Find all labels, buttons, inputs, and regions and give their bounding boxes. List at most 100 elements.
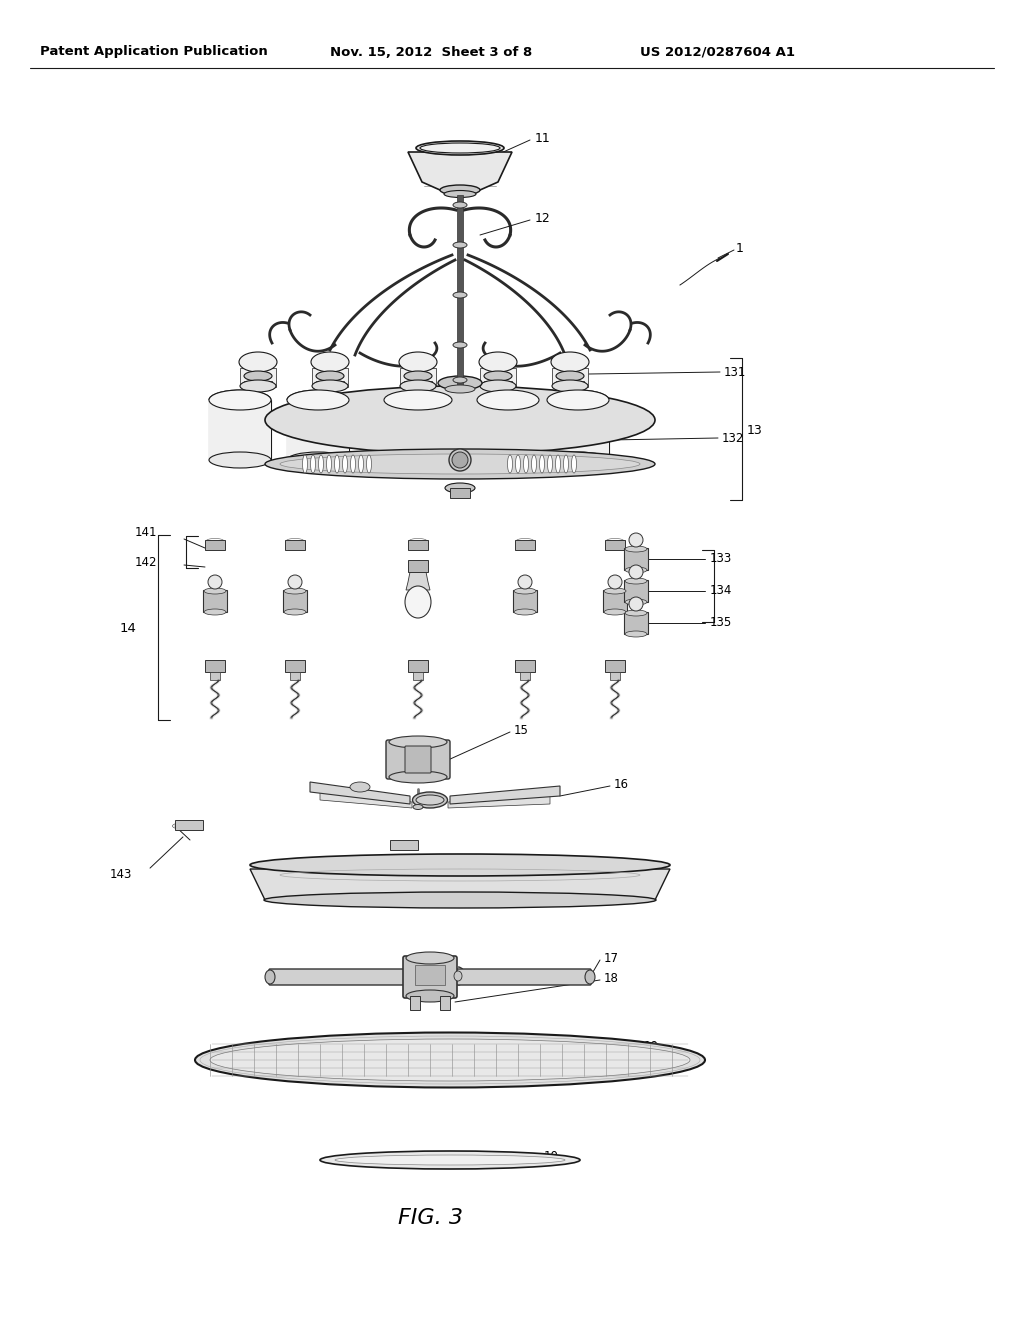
Ellipse shape <box>350 781 370 792</box>
Ellipse shape <box>209 451 271 469</box>
Ellipse shape <box>210 1039 690 1081</box>
Ellipse shape <box>453 378 467 383</box>
Ellipse shape <box>625 631 647 638</box>
Bar <box>312 368 348 387</box>
Ellipse shape <box>547 451 609 469</box>
Ellipse shape <box>514 609 536 615</box>
Ellipse shape <box>239 352 278 372</box>
Bar <box>480 368 516 387</box>
Bar <box>624 548 648 570</box>
Ellipse shape <box>416 141 504 154</box>
Text: 15: 15 <box>514 723 528 737</box>
Ellipse shape <box>540 455 545 473</box>
Ellipse shape <box>555 455 560 473</box>
Bar <box>285 660 305 672</box>
Ellipse shape <box>384 451 452 469</box>
Bar <box>205 540 225 550</box>
Ellipse shape <box>204 609 226 615</box>
Ellipse shape <box>453 202 467 209</box>
Text: Patent Application Publication: Patent Application Publication <box>40 45 267 58</box>
Ellipse shape <box>400 380 436 392</box>
Ellipse shape <box>625 546 647 552</box>
Ellipse shape <box>604 587 626 594</box>
Ellipse shape <box>250 854 670 876</box>
Ellipse shape <box>548 455 553 473</box>
Ellipse shape <box>406 990 454 1002</box>
Bar <box>210 672 220 680</box>
Ellipse shape <box>625 610 647 616</box>
Text: 10: 10 <box>544 1150 559 1163</box>
Ellipse shape <box>265 970 275 983</box>
Ellipse shape <box>438 376 482 389</box>
Ellipse shape <box>335 1155 565 1166</box>
Ellipse shape <box>518 576 532 589</box>
Ellipse shape <box>454 972 462 981</box>
Ellipse shape <box>265 385 655 454</box>
Ellipse shape <box>508 455 512 473</box>
Ellipse shape <box>209 389 271 411</box>
Polygon shape <box>547 400 609 459</box>
Bar <box>203 590 227 612</box>
Text: 12: 12 <box>535 211 551 224</box>
Ellipse shape <box>284 609 306 615</box>
Text: 133: 133 <box>710 553 732 565</box>
Ellipse shape <box>480 380 516 392</box>
Text: 135: 135 <box>710 616 732 630</box>
Ellipse shape <box>327 455 332 473</box>
Polygon shape <box>319 789 412 808</box>
Ellipse shape <box>453 242 467 248</box>
Polygon shape <box>477 400 539 459</box>
Ellipse shape <box>413 804 423 809</box>
Ellipse shape <box>479 352 517 372</box>
Polygon shape <box>408 152 512 190</box>
Polygon shape <box>287 400 349 459</box>
FancyBboxPatch shape <box>269 969 591 985</box>
Ellipse shape <box>556 371 584 381</box>
Ellipse shape <box>244 371 272 381</box>
Ellipse shape <box>413 792 447 808</box>
FancyBboxPatch shape <box>386 741 450 779</box>
Text: 18: 18 <box>604 972 618 985</box>
Bar <box>408 660 428 672</box>
Ellipse shape <box>312 380 348 392</box>
Ellipse shape <box>384 389 452 411</box>
Polygon shape <box>384 400 452 459</box>
Ellipse shape <box>310 455 315 473</box>
Text: 19: 19 <box>644 1040 659 1052</box>
Ellipse shape <box>367 455 372 473</box>
Text: FIG. 3: FIG. 3 <box>397 1208 463 1228</box>
Ellipse shape <box>453 292 467 298</box>
Ellipse shape <box>280 454 640 474</box>
Ellipse shape <box>453 342 467 348</box>
Ellipse shape <box>585 970 595 983</box>
Ellipse shape <box>629 597 643 611</box>
Ellipse shape <box>275 392 645 447</box>
Bar <box>415 965 445 985</box>
Text: 131: 131 <box>724 366 746 379</box>
Bar <box>624 579 648 602</box>
Text: 141: 141 <box>135 525 158 539</box>
Ellipse shape <box>318 455 324 473</box>
Text: 132: 132 <box>722 432 744 445</box>
Ellipse shape <box>445 483 475 492</box>
Ellipse shape <box>440 185 480 195</box>
Bar <box>240 368 276 387</box>
Bar <box>605 540 625 550</box>
Text: 11: 11 <box>535 132 551 144</box>
Ellipse shape <box>316 371 344 381</box>
Ellipse shape <box>350 455 355 473</box>
Ellipse shape <box>195 1032 705 1088</box>
Ellipse shape <box>563 455 568 473</box>
Ellipse shape <box>477 389 539 411</box>
Bar <box>404 381 432 389</box>
Ellipse shape <box>604 609 626 615</box>
Bar <box>390 840 418 850</box>
Bar <box>513 590 537 612</box>
Bar <box>457 195 463 385</box>
Bar <box>410 997 420 1010</box>
Ellipse shape <box>477 451 539 469</box>
Polygon shape <box>209 400 271 459</box>
Ellipse shape <box>625 578 647 583</box>
Ellipse shape <box>444 190 476 198</box>
Ellipse shape <box>625 599 647 605</box>
